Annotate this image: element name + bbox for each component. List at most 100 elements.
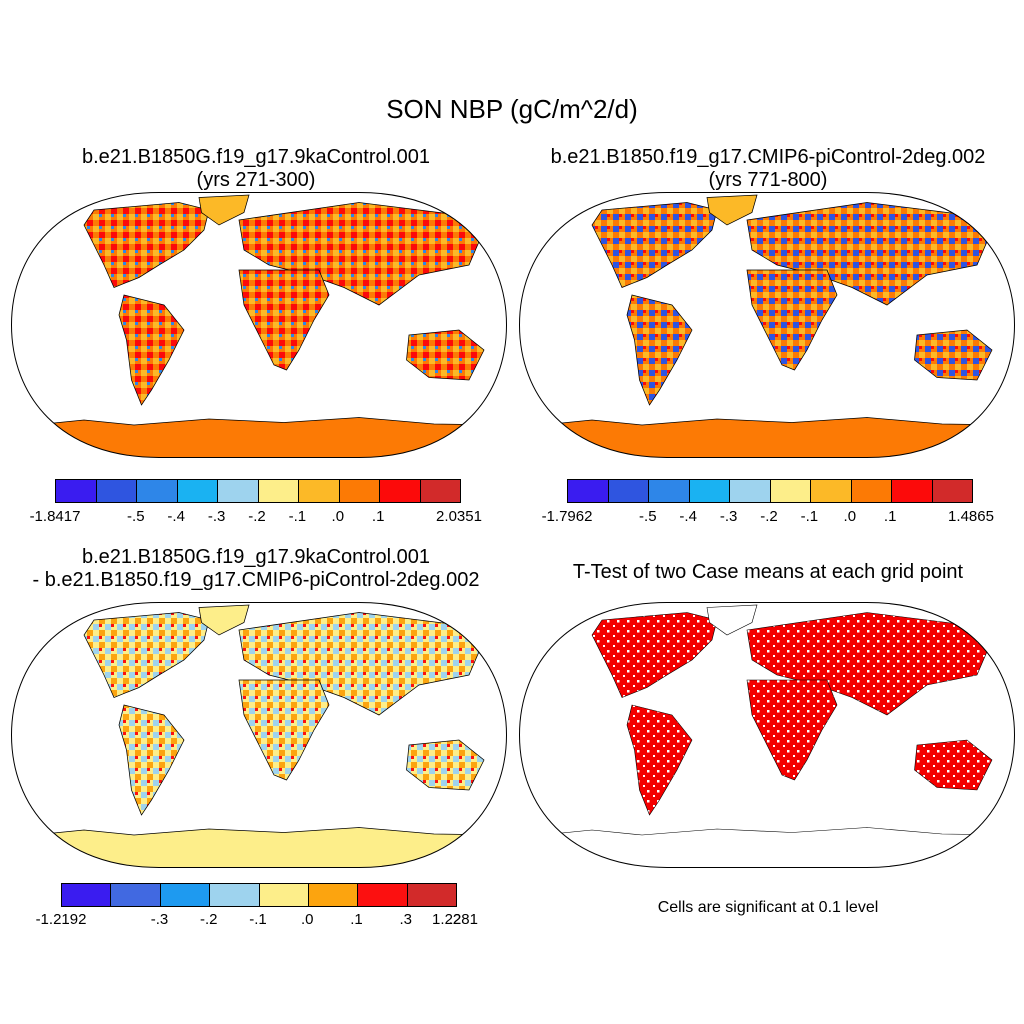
australia [406, 739, 485, 791]
map-3-border [10, 602, 508, 868]
colorbar-swatch [298, 480, 339, 502]
colorbar-panel-2-labels: -1.7962 -.5 -.4 -.3 -.2 -.1 .0 .1 1.4865 [542, 508, 994, 528]
colorbar-swatch [257, 480, 298, 502]
greenland [706, 604, 758, 636]
colorbar-tick-label: .0 [331, 508, 345, 525]
colorbar-swatch [307, 884, 358, 906]
panel-3-title-line-2: - b.e21.B1850.f19_g17.CMIP6-piControl-2d… [32, 569, 480, 591]
map-panel-4 [518, 602, 1016, 868]
colorbar-swatch [419, 480, 460, 502]
colorbar-tick-label: .1 [350, 911, 363, 928]
colorbar-swatch [357, 884, 407, 906]
australia [406, 329, 485, 381]
significance-cells [519, 604, 1015, 868]
colorbar-swatch [379, 480, 420, 502]
panel-4-title: T-Test of two Case means at each grid po… [512, 561, 1024, 584]
colorbar-swatch [159, 884, 210, 906]
panel-1-title: b.e21.B1850G.f19_g17.9kaControl.001 (yrs… [0, 146, 512, 192]
colorbar-tick-label: .2 [448, 911, 462, 928]
greenland [198, 194, 250, 226]
australia [914, 329, 993, 381]
panel-1-title-line-1: b.e21.B1850G.f19_g17.9kaControl.001 [81, 146, 431, 168]
colorbar-swatch [850, 480, 891, 502]
map-panel-2 [518, 192, 1016, 458]
africa [238, 269, 330, 371]
north-america [83, 202, 210, 288]
colorbar-swatch [568, 480, 608, 502]
africa [746, 679, 838, 781]
panel-2-title-line-2: (yrs 771-800) [708, 169, 828, 191]
eurasia [238, 612, 485, 716]
land-cells [11, 604, 507, 868]
eurasia [746, 202, 993, 306]
colorbar-tick-label: .0 [300, 911, 314, 928]
colorbar-swatch [62, 884, 111, 906]
colorbar-tick-label: .0 [843, 508, 857, 525]
antarctica [11, 417, 507, 458]
land-cells [519, 194, 1015, 458]
eurasia [746, 612, 993, 716]
colorbar-tick-label: .3 [399, 911, 413, 928]
north-america [591, 612, 718, 698]
australia [914, 739, 993, 791]
colorbar-swatch [406, 884, 456, 906]
antarctica [11, 827, 507, 868]
colorbar-tick-label: -1.7962 [541, 508, 593, 525]
antarctica [519, 827, 1015, 868]
panel-3-title-line-1: b.e21.B1850G.f19_g17.9kaControl.001 [81, 546, 431, 568]
antarctica [519, 417, 1015, 458]
map-2-border [518, 192, 1016, 458]
significance-note: Cells are significant at 0.1 level [657, 899, 879, 916]
map-panel-3 [10, 602, 508, 868]
colorbar-swatch [648, 480, 689, 502]
colorbar-panel-2 [567, 479, 973, 503]
colorbar-swatch [769, 480, 810, 502]
colorbar-swatch [810, 480, 851, 502]
colorbar-swatch [217, 480, 258, 502]
colorbar-tick-label: -.5 [127, 508, 145, 525]
africa [238, 679, 330, 781]
south-america [626, 294, 693, 406]
greenland [198, 604, 250, 636]
colorbar-panel-1 [55, 479, 461, 503]
colorbar-tick-label: -1.2192 [35, 911, 87, 928]
map-4-border [518, 602, 1016, 868]
colorbar-tick-label: -.2 [248, 508, 266, 525]
north-america [591, 202, 718, 288]
south-america [118, 704, 185, 816]
colorbar-swatch [688, 480, 729, 502]
colorbar-swatch [56, 480, 96, 502]
colorbar-swatch [931, 480, 972, 502]
colorbar-tick-label: -.2 [760, 508, 778, 525]
africa [746, 269, 838, 371]
panel-2-title-line-1: b.e21.B1850.f19_g17.CMIP6-piControl-2deg… [550, 146, 986, 168]
colorbar-tick-label: .1 [371, 508, 385, 525]
panel-4-title-line-1: T-Test of two Case means at each grid po… [572, 561, 964, 583]
colorbar-panel-1-labels: -1.8417 -.5 -.4 -.3 -.2 -.1 .0 .1 2.0351 [30, 508, 482, 528]
eurasia [238, 202, 485, 306]
colorbar-swatch [891, 480, 932, 502]
south-america [118, 294, 185, 406]
colorbar-swatch [176, 480, 217, 502]
panel-1-title-line-2: (yrs 271-300) [196, 169, 316, 191]
colorbar-tick-label: -.5 [639, 508, 657, 525]
greenland [706, 194, 758, 226]
colorbar-swatch [95, 480, 136, 502]
map-panel-1 [10, 192, 508, 458]
land-cells [11, 194, 507, 458]
colorbar-tick-label: -.3 [719, 508, 738, 525]
colorbar-panel-3-labels: -1.2192 -.3 -.2 -.1 .0 .1 .2 .3 1.2281 [36, 911, 478, 931]
colorbar-tick-label: 2.0351 [436, 508, 482, 525]
colorbar-swatch [607, 480, 648, 502]
map-1-border [10, 192, 508, 458]
colorbar-panel-3 [61, 883, 457, 907]
colorbar-tick-label: .1 [883, 508, 897, 525]
colorbar-tick-label: -1.8417 [29, 508, 81, 525]
colorbar-tick-label: -.4 [679, 508, 697, 525]
colorbar-tick-label: 1.4865 [948, 508, 994, 525]
north-america [83, 612, 210, 698]
colorbar-swatch [338, 480, 379, 502]
colorbar-tick-label: 1.2281 [432, 911, 478, 928]
panel-2-title: b.e21.B1850.f19_g17.CMIP6-piControl-2deg… [512, 146, 1024, 192]
south-america [626, 704, 693, 816]
